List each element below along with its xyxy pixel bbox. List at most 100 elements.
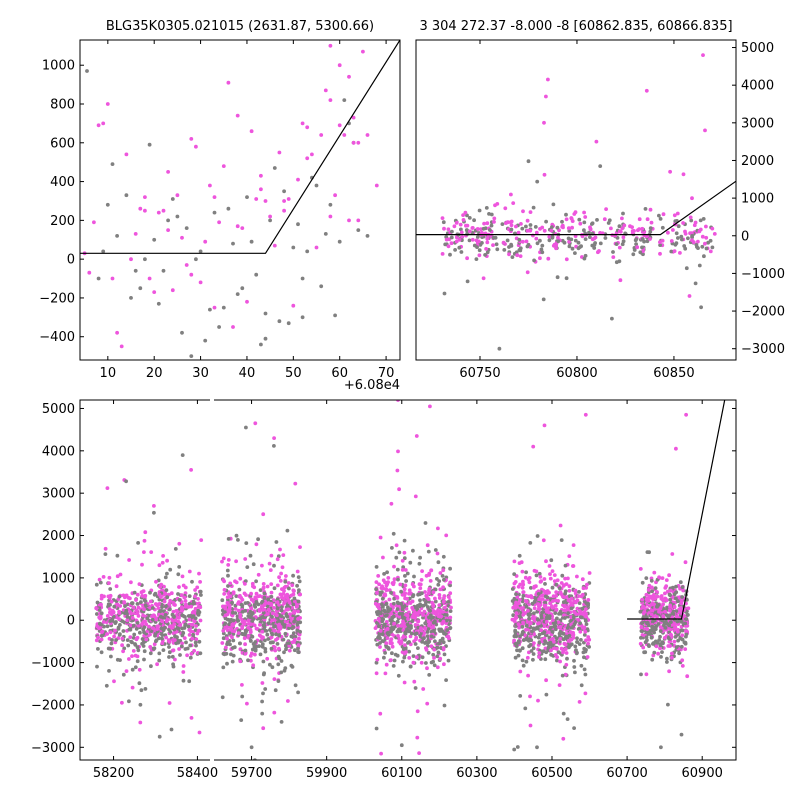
gray-point (660, 225, 665, 230)
gray-point (237, 587, 242, 592)
pink-point (235, 113, 240, 118)
gray-point (420, 655, 425, 660)
gray-point (380, 590, 384, 595)
p3-seg1-x-tick-label: 60100 (381, 766, 422, 781)
pink-point (576, 594, 581, 598)
pink-point (159, 595, 163, 599)
pink-point (525, 655, 530, 660)
pink-point (661, 614, 666, 618)
gray-point (230, 659, 235, 664)
gray-point (230, 610, 235, 615)
pink-point (273, 648, 278, 653)
pink-point (155, 627, 160, 631)
p2-y-tick-label: 5000 (741, 41, 774, 56)
pink-point (524, 627, 528, 632)
pink-point (95, 624, 99, 629)
gray-point (192, 601, 197, 606)
pink-point (107, 607, 112, 611)
gray-point (160, 605, 164, 609)
pink-point (134, 608, 139, 613)
pink-point (310, 152, 314, 157)
pink-point (108, 630, 113, 635)
gray-point (382, 622, 387, 627)
pink-point (567, 588, 572, 593)
pink-point (234, 559, 239, 564)
gray-point (189, 354, 194, 358)
pink-point (534, 569, 539, 574)
gray-point (99, 611, 104, 616)
pink-point (268, 568, 273, 572)
p1-y-tick-label: −400 (39, 330, 75, 345)
pink-point (690, 238, 694, 243)
pink-point (553, 603, 558, 608)
pink-point (679, 609, 683, 614)
gray-point (448, 566, 452, 571)
gray-point (171, 664, 176, 669)
p3-seg1-x-tick-label: 59900 (306, 766, 347, 781)
gray-point (380, 632, 385, 637)
pink-point (384, 583, 389, 588)
pink-point (427, 573, 431, 577)
gray-point (569, 642, 574, 647)
pink-point (183, 599, 188, 603)
pink-point (386, 576, 391, 580)
gray-point (390, 546, 394, 550)
gray-point (564, 212, 568, 217)
pink-point (220, 641, 225, 645)
data-cluster (510, 523, 592, 752)
p1-x-tick-label: 20 (146, 366, 163, 381)
pink-point (376, 574, 381, 578)
gray-point (287, 586, 291, 591)
gray-point (405, 622, 410, 627)
p2-x-tick-label: 60750 (459, 366, 500, 381)
gray-point (536, 592, 541, 596)
gray-point (234, 594, 239, 598)
gray-point (400, 611, 405, 616)
gray-point (416, 592, 420, 597)
pink-point (378, 645, 382, 649)
pink-point (501, 240, 506, 245)
gray-point (193, 628, 198, 632)
gray-point (265, 632, 270, 637)
pink-point (519, 222, 523, 226)
gray-point (584, 622, 589, 626)
pink-point (441, 568, 446, 573)
gray-point (174, 641, 179, 646)
pink-point (158, 585, 163, 589)
pink-point (119, 344, 124, 349)
outlier-group (399, 743, 404, 748)
pink-point (99, 637, 104, 642)
gray-point (667, 592, 672, 597)
pink-point (538, 575, 543, 579)
pink-point (532, 606, 537, 611)
pink-point (551, 640, 556, 644)
pink-point (567, 554, 572, 558)
gray-point (657, 638, 662, 642)
gray-point (240, 286, 245, 291)
pink-point (492, 216, 497, 221)
gray-point (433, 599, 438, 604)
gray-outlier-point (659, 745, 663, 750)
gray-point (556, 239, 561, 244)
pink-point (177, 541, 182, 546)
pink-point (337, 63, 342, 68)
panel-3-left-frame (79, 399, 210, 761)
gray-point (142, 657, 146, 662)
pink-point (251, 584, 255, 589)
pink-point (221, 556, 226, 561)
pink-point (280, 595, 284, 600)
pink-point (415, 735, 420, 740)
pink-point (688, 215, 693, 220)
pink-point (567, 584, 572, 589)
gray-point (135, 602, 140, 606)
pink-point (225, 636, 230, 641)
pink-point (181, 583, 186, 588)
gray-point (161, 648, 166, 652)
pink-point (261, 512, 266, 517)
gray-point (426, 549, 431, 554)
pink-point (446, 634, 450, 639)
pink-point (645, 627, 650, 631)
pink-point (583, 629, 588, 634)
pink-point (384, 662, 389, 667)
pink-outlier-point (379, 751, 383, 756)
